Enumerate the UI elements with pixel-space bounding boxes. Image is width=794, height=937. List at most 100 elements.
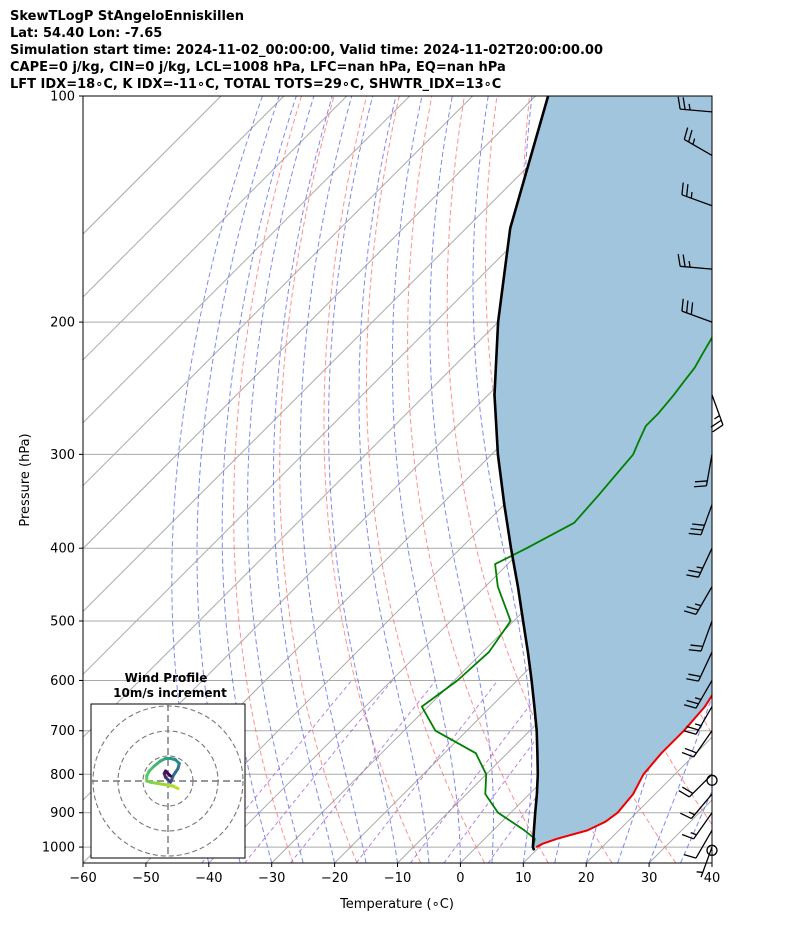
isotherm-line	[83, 96, 348, 361]
location-label: Lat: 54.40 Lon: -7.65	[10, 26, 163, 41]
wind-barb-flag	[685, 184, 689, 197]
wind-barb-half-flag	[694, 723, 702, 727]
wind-barb-staff	[700, 846, 713, 878]
wind-barb-flag	[686, 725, 699, 731]
wind-barb	[683, 706, 713, 735]
dewpoint-profile-line	[420, 335, 712, 848]
moist-adiabat-line	[196, 96, 280, 863]
wind-barb-staff	[680, 265, 713, 270]
wind-barb-flag	[686, 574, 699, 578]
wind-barb-flag	[677, 253, 681, 267]
isotherm-line	[83, 96, 222, 235]
wind-barb-staff	[700, 620, 713, 652]
wind-barb	[688, 620, 713, 652]
wind-barb	[677, 96, 713, 113]
isotherm-line	[397, 547, 712, 863]
wind-barb-flag	[688, 649, 702, 652]
wind-barb-flag	[687, 129, 693, 143]
y-tick-label: 900	[50, 806, 75, 821]
wind-barb-flag	[682, 254, 686, 267]
wind-barb-flag	[690, 302, 694, 315]
moist-adiabat-line	[358, 96, 430, 863]
chart-title: SkewTLogP StAngeloEnniskillen	[10, 9, 244, 24]
moist-adiabat-line	[247, 96, 315, 863]
y-axis-label: Pressure (hPa)	[18, 433, 33, 526]
wind-barb-flag	[680, 812, 692, 820]
wind-barb-half-flag	[694, 697, 702, 701]
wind-barb-staff	[695, 680, 713, 709]
wind-barb-flag	[688, 569, 701, 574]
dry-adiabat-line	[407, 96, 549, 863]
wind-barb-flag	[683, 854, 697, 859]
wind-barb-half-flag	[714, 415, 720, 420]
isotherm-line	[83, 96, 473, 487]
wind-barb	[683, 830, 713, 859]
wind-barb-flag	[686, 699, 699, 705]
y-tick-label: 400	[50, 542, 75, 557]
moist-adiabat-line	[221, 96, 297, 863]
moist-adiabat-line	[648, 695, 712, 863]
wind-barb-staff	[705, 454, 713, 486]
wind-barb-staff	[697, 651, 713, 682]
wind-barb	[710, 394, 724, 433]
moist-adiabat-line	[299, 96, 367, 863]
wind-barb-flag	[681, 182, 684, 195]
wind-barb-flag	[683, 610, 697, 615]
x-tick-label: 0	[456, 871, 464, 886]
moist-adiabat-line	[711, 861, 712, 863]
dry-adiabat-line	[323, 96, 422, 863]
wind-barb	[686, 547, 713, 578]
wind-barb-flag	[694, 485, 707, 488]
mixing-ratio-line	[355, 680, 499, 863]
wind-barb	[680, 793, 713, 820]
wind-barb-half-flag	[690, 192, 693, 199]
wind-barb	[686, 651, 713, 682]
wind-barb-half-flag	[688, 260, 691, 268]
dry-adiabat-line	[758, 96, 794, 863]
hodograph-segment	[166, 772, 172, 778]
wind-barb-flag	[688, 532, 702, 536]
wind-barb-half-flag	[692, 138, 696, 145]
wind-barb-staff	[680, 108, 713, 113]
wind-barb-half-flag	[696, 566, 703, 569]
parcel-profile-line	[493, 96, 550, 851]
wind-barb-flag	[684, 747, 697, 754]
wind-barb-staff	[711, 394, 724, 426]
dry-adiabat-line	[365, 96, 485, 863]
x-tick-label: 30	[641, 871, 658, 886]
wind-barb-flag	[686, 678, 699, 682]
wind-barb-flag	[681, 751, 694, 758]
wind-barb-flag	[690, 644, 703, 648]
wind-barb-flag	[683, 704, 697, 709]
x-tick-label: −20	[321, 871, 348, 886]
wind-barb-flag	[712, 424, 724, 433]
isotherm-line	[83, 96, 599, 613]
wind-barb	[681, 298, 713, 323]
mixing-ratio-line	[290, 680, 437, 863]
wind-barb-staff	[695, 586, 713, 615]
wind-barb-half-flag	[696, 871, 703, 874]
mixing-ratio-line	[443, 680, 581, 863]
wind-barb-flag	[677, 96, 681, 110]
wind-barb-staff	[693, 730, 713, 758]
isotherm-line	[83, 96, 411, 424]
wind-barb	[683, 127, 713, 157]
wind-barb-staff	[690, 793, 713, 820]
wind-barb-staff	[697, 547, 713, 578]
mixing-ratio-line	[409, 680, 550, 863]
hodograph-subtitle: 10m/s increment	[113, 686, 227, 700]
dry-adiabat-line	[446, 96, 613, 863]
x-axis-label: Temperature (∘C)	[339, 897, 454, 912]
wind-barb-flag	[683, 127, 689, 140]
wind-barb-flag	[681, 833, 694, 840]
x-tick-label: −10	[384, 871, 411, 886]
wind-barb-flag	[686, 605, 699, 611]
cape-summary-label: CAPE=0 j/kg, CIN=0 j/kg, LCL=1008 hPa, L…	[10, 60, 506, 75]
y-tick-label: 100	[50, 90, 75, 105]
y-tick-label: 600	[50, 674, 75, 689]
dry-adiabat-line	[725, 96, 794, 863]
simulation-time-label: Simulation start time: 2024-11-02_00:00:…	[10, 43, 603, 58]
cin-cape-shade	[494, 96, 712, 851]
wind-barb-flag	[692, 523, 705, 526]
